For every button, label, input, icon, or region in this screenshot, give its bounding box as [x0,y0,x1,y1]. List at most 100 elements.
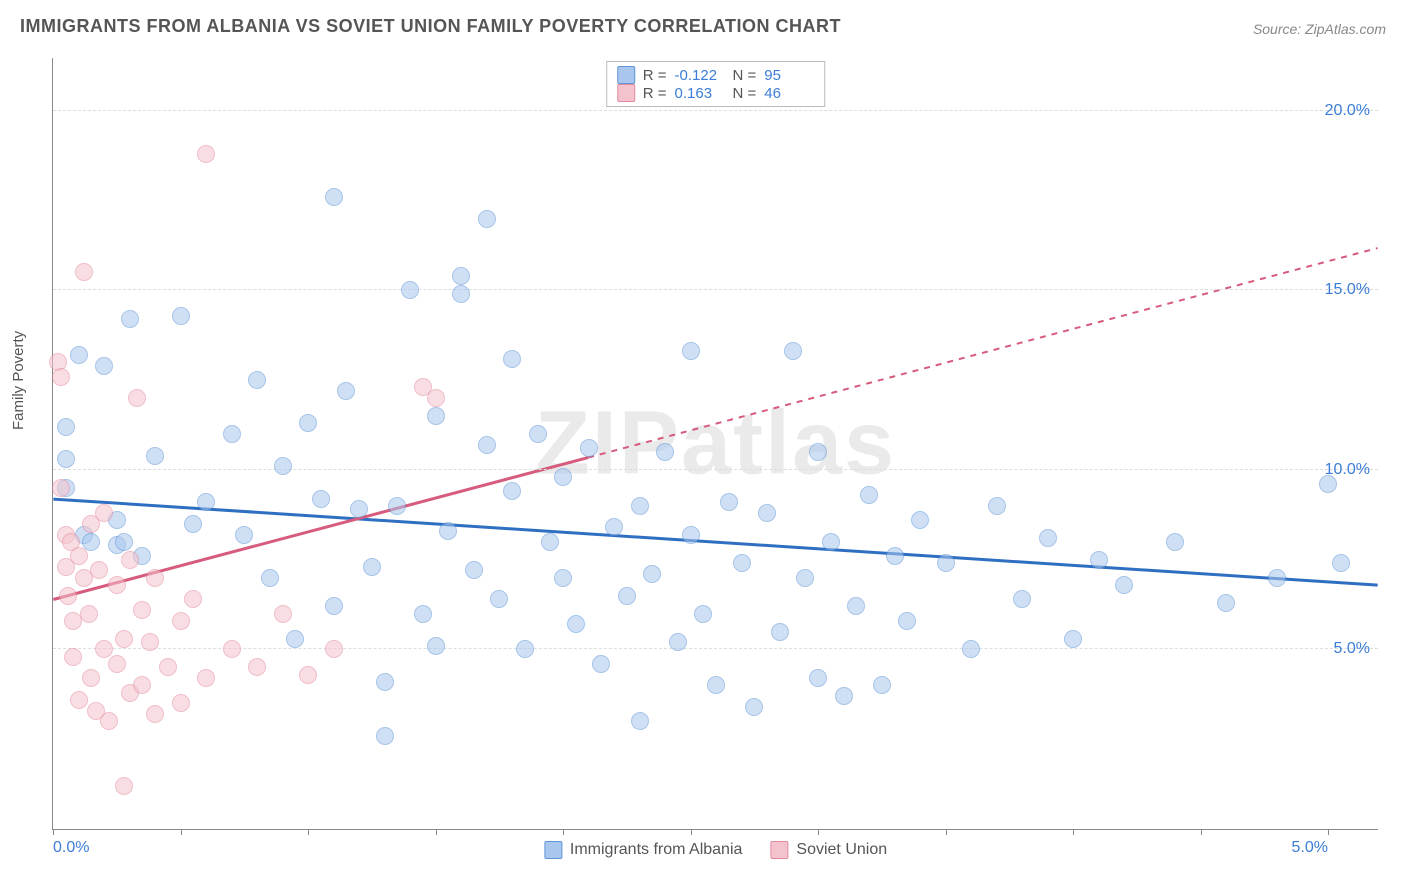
data-point [75,263,93,281]
x-tick-label: 5.0% [1292,839,1328,857]
data-point [235,526,253,544]
trend-lines [53,58,1378,829]
data-point [847,597,865,615]
data-point [100,712,118,730]
x-tick-mark [1328,829,1329,835]
data-point [427,407,445,425]
n-value-albania: 95 [764,67,814,84]
data-point [529,425,547,443]
x-tick-mark [1073,829,1074,835]
data-point [90,561,108,579]
y-tick-label: 5.0% [1334,640,1370,658]
data-point [70,691,88,709]
data-point [962,640,980,658]
data-point [172,612,190,630]
data-point [376,673,394,691]
data-point [223,640,241,658]
r-value-albania: -0.122 [675,67,725,84]
data-point [988,497,1006,515]
data-point [707,676,725,694]
data-point [115,777,133,795]
data-point [108,655,126,673]
x-tick-mark [691,829,692,835]
data-point [64,648,82,666]
scatter-plot: ZIPatlas R = -0.122 N = 95 R = 0.163 N =… [52,58,1378,830]
data-point [771,623,789,641]
data-point [1268,569,1286,587]
data-point [197,145,215,163]
data-point [1332,554,1350,572]
data-point [401,281,419,299]
data-point [325,188,343,206]
data-point [172,307,190,325]
data-point [133,601,151,619]
data-point [809,443,827,461]
data-point [70,547,88,565]
data-point [605,518,623,536]
data-point [172,694,190,712]
data-point [388,497,406,515]
gridline [53,110,1378,111]
data-point [261,569,279,587]
data-point [52,368,70,386]
x-tick-mark [818,829,819,835]
data-point [580,439,598,457]
data-point [643,565,661,583]
title-bar: IMMIGRANTS FROM ALBANIA VS SOVIET UNION … [20,16,1386,37]
data-point [121,310,139,328]
data-point [656,443,674,461]
data-point [911,511,929,529]
x-tick-mark [53,829,54,835]
data-point [592,655,610,673]
y-tick-label: 20.0% [1325,102,1370,120]
data-point [57,418,75,436]
data-point [427,389,445,407]
r-label: R = [643,85,667,102]
data-point [299,414,317,432]
data-point [128,389,146,407]
data-point [184,515,202,533]
data-point [1217,594,1235,612]
data-point [682,342,700,360]
data-point [478,436,496,454]
swatch-soviet [617,84,635,102]
data-point [146,705,164,723]
y-tick-label: 15.0% [1325,281,1370,299]
swatch-soviet [770,841,788,859]
data-point [758,504,776,522]
data-point [274,605,292,623]
data-point [376,727,394,745]
data-point [325,640,343,658]
data-point [503,482,521,500]
data-point [784,342,802,360]
data-point [478,210,496,228]
data-point [541,533,559,551]
data-point [248,658,266,676]
legend-label-albania: Immigrants from Albania [570,841,743,859]
data-point [184,590,202,608]
data-point [796,569,814,587]
data-point [1013,590,1031,608]
data-point [350,500,368,518]
data-point [146,569,164,587]
data-point [95,504,113,522]
data-point [516,640,534,658]
legend-row-albania: R = -0.122 N = 95 [617,66,815,84]
data-point [108,576,126,594]
data-point [439,522,457,540]
swatch-albania [544,841,562,859]
swatch-albania [617,66,635,84]
data-point [554,569,572,587]
x-tick-mark [181,829,182,835]
data-point [452,267,470,285]
data-point [115,630,133,648]
data-point [80,605,98,623]
data-point [1115,576,1133,594]
data-point [682,526,700,544]
gridline [53,289,1378,290]
r-value-soviet: 0.163 [675,85,725,102]
data-point [1319,475,1337,493]
data-point [745,698,763,716]
data-point [452,285,470,303]
data-point [95,357,113,375]
